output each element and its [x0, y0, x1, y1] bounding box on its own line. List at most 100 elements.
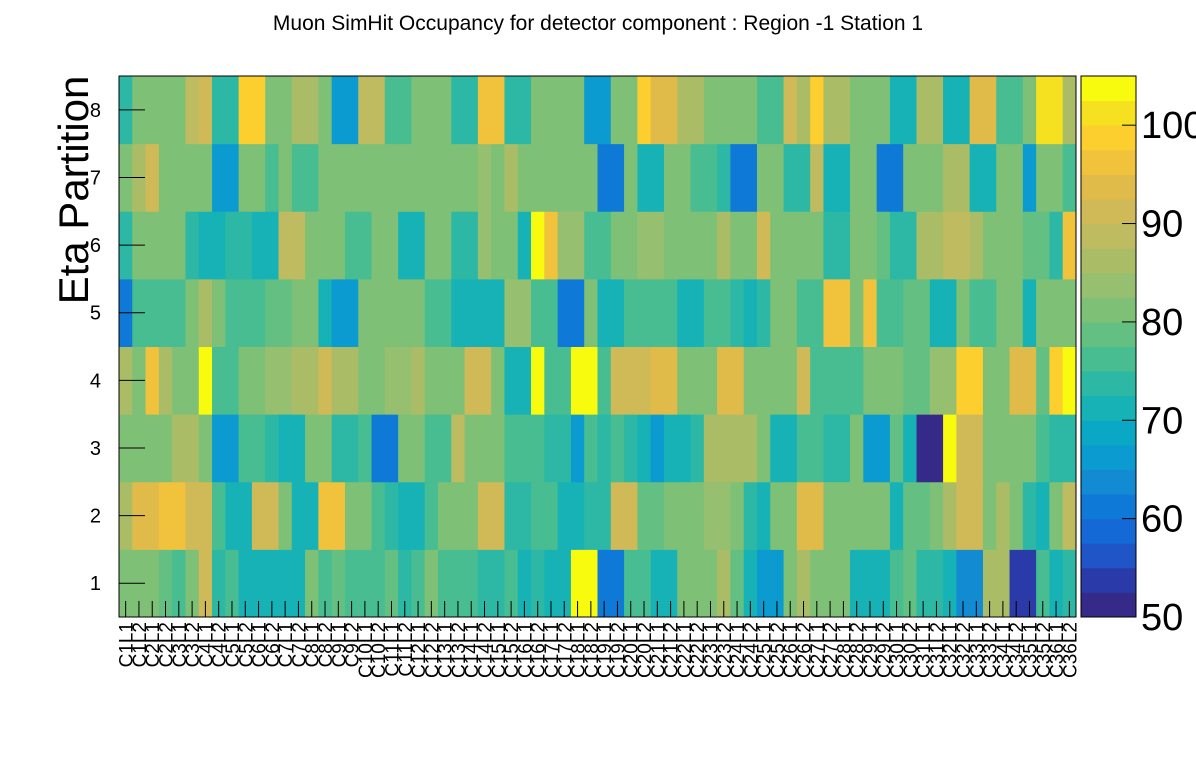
heatmap-cell — [876, 346, 891, 415]
heatmap-cell — [1062, 346, 1077, 415]
heatmap-cell — [172, 549, 186, 618]
heatmap-cell — [238, 211, 253, 280]
heatmap-cell — [185, 143, 200, 212]
heatmap-cell — [982, 76, 997, 145]
heatmap-cell — [517, 76, 532, 145]
heatmap-cell — [584, 481, 598, 550]
heatmap-cell — [982, 346, 997, 415]
heatmap-cell — [517, 211, 532, 280]
heatmap-cell — [637, 549, 652, 618]
heatmap-cell — [305, 481, 319, 550]
heatmap-cell — [212, 211, 226, 280]
y-tick-label: 7 — [90, 167, 101, 189]
heatmap-cell — [491, 549, 505, 618]
heatmap-cell — [943, 414, 957, 483]
heatmap-cell — [570, 549, 585, 618]
heatmap-cell — [743, 414, 758, 483]
heatmap-cell — [491, 211, 505, 280]
x-tick-label: C16L1 — [515, 622, 536, 678]
heatmap-cell — [796, 143, 811, 212]
heatmap-cell — [610, 346, 625, 415]
heatmap-cell — [531, 76, 545, 145]
heatmap-cell — [504, 414, 519, 483]
heatmap-cell — [929, 211, 944, 280]
heatmap-cell — [424, 481, 439, 550]
heatmap-cell — [145, 76, 160, 145]
x-tick-label: C15L1 — [489, 622, 510, 678]
x-tick-label: C23L2 — [715, 622, 736, 678]
heatmap-cell — [158, 414, 173, 483]
colorbar-segment — [1081, 494, 1136, 520]
heatmap-cell — [358, 143, 373, 212]
heatmap-cell — [836, 143, 851, 212]
heatmap-cell — [225, 549, 240, 618]
colorbar-segment — [1081, 100, 1136, 126]
heatmap-cell — [956, 278, 971, 348]
x-tick-label: C25L2 — [768, 622, 789, 678]
heatmap-cell — [1022, 76, 1037, 145]
x-tick-label: C35L2 — [1034, 622, 1055, 678]
heatmap-cell — [358, 211, 373, 280]
heatmap-cell — [982, 414, 997, 483]
heatmap-cell — [783, 549, 798, 618]
heatmap-cell — [796, 414, 811, 483]
heatmap-cell — [677, 549, 692, 618]
heatmap-cell — [584, 549, 598, 618]
colorbar-segment — [1081, 469, 1136, 495]
heatmap-cell — [717, 481, 731, 550]
heatmap-cell — [783, 346, 798, 415]
heatmap-cell — [730, 481, 745, 550]
heatmap-cell — [850, 414, 864, 483]
heatmap-cell — [916, 414, 931, 483]
heatmap-cell — [371, 211, 386, 280]
heatmap-cell — [823, 414, 838, 483]
heatmap-cell — [371, 143, 386, 212]
heatmap-cell — [783, 481, 798, 550]
x-tick-label: C29L2 — [874, 622, 895, 678]
heatmap-cell — [212, 346, 226, 415]
heatmap-cell — [371, 278, 386, 348]
heatmap-cell — [717, 278, 731, 348]
heatmap-cell — [996, 414, 1011, 483]
heatmap-cell — [810, 346, 824, 415]
heatmap-cell — [570, 481, 585, 550]
heatmap-cell — [438, 481, 452, 550]
x-tick-label: C20L2 — [635, 622, 656, 678]
heatmap-cell — [477, 481, 492, 550]
heatmap-cell — [331, 481, 346, 550]
heatmap-cell — [477, 143, 492, 212]
colorbar-segment — [1081, 567, 1136, 593]
heatmap-cell — [690, 278, 705, 348]
heatmap-cell — [770, 549, 785, 618]
heatmap-cell — [251, 481, 266, 550]
heatmap-cell — [982, 278, 997, 348]
x-tick-label: C27L2 — [821, 622, 842, 678]
heatmap-cell — [717, 76, 731, 145]
heatmap-cell — [225, 414, 240, 483]
heatmap-cell — [717, 346, 731, 415]
heatmap-cell — [384, 549, 399, 618]
heatmap-cell — [438, 211, 452, 280]
heatmap-cell — [703, 76, 718, 145]
heatmap-cell — [850, 143, 864, 212]
heatmap-cell — [344, 278, 359, 348]
x-tick-label: C28L2 — [848, 622, 869, 678]
heatmap-cell — [291, 278, 306, 348]
heatmap-cell — [624, 143, 638, 212]
heatmap-cell — [544, 481, 559, 550]
heatmap-cell — [477, 414, 492, 483]
heatmap-cell — [265, 414, 279, 483]
heatmap-cell — [943, 211, 957, 280]
chart-title: Muon SimHit Occupancy for detector compo… — [272, 12, 924, 35]
heatmap-cell — [796, 346, 811, 415]
heatmap-cell — [398, 346, 412, 415]
heatmap-cell — [929, 76, 944, 145]
heatmap-cell — [384, 211, 399, 280]
heatmap-cell — [969, 76, 984, 145]
heatmap-cell — [451, 549, 466, 618]
x-tick-label: C24L1 — [728, 622, 749, 678]
heatmap-cell — [836, 76, 851, 145]
heatmap-cell — [810, 549, 824, 618]
heatmap-cell — [172, 346, 186, 415]
heatmap-cell — [836, 211, 851, 280]
